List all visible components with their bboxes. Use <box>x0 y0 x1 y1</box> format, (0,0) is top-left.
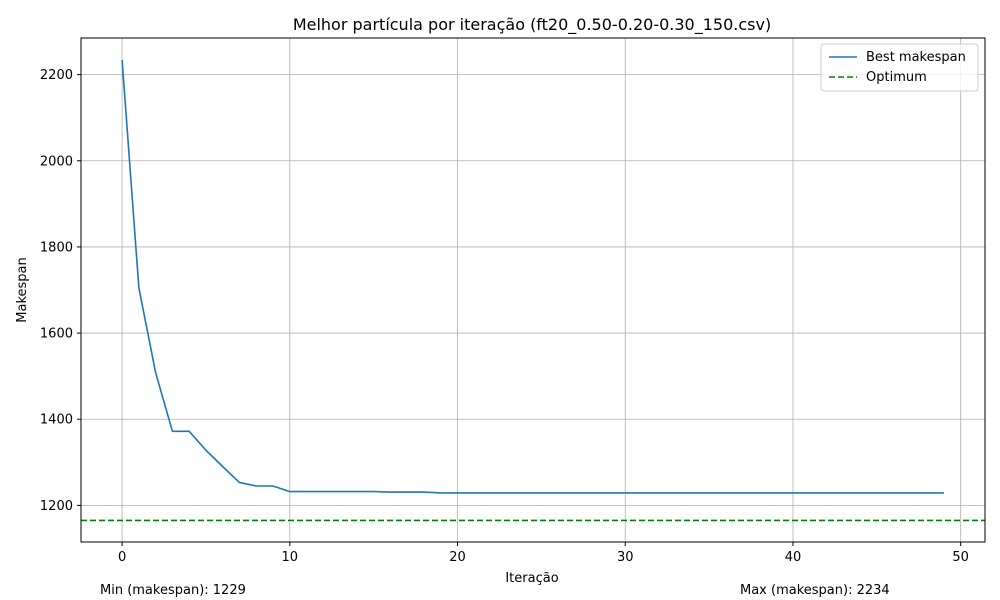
y-axis-label: Makespan <box>15 257 30 322</box>
legend: Best makespan Optimum <box>820 43 979 92</box>
x-tick-label-30: 30 <box>617 550 634 565</box>
y-tick-label-2000: 2000 <box>40 154 73 169</box>
legend-box <box>820 43 979 92</box>
x-tick-label-40: 40 <box>785 550 802 565</box>
x-tick-label-20: 20 <box>449 550 466 565</box>
series-layer <box>121 59 944 494</box>
y-tick-label-1400: 1400 <box>40 413 73 428</box>
y-tick-label-1600: 1600 <box>40 327 73 342</box>
y-tick-label-1800: 1800 <box>40 240 73 255</box>
x-axis-label: Iteração <box>505 571 558 586</box>
grid <box>81 38 985 542</box>
x-tick-label-0: 0 <box>118 550 126 565</box>
x-axis-ticks: 0 10 20 30 40 50 <box>118 542 969 565</box>
x-tick-label-50: 50 <box>952 550 969 565</box>
x-tick-label-10: 10 <box>282 550 299 565</box>
chart-title: Melhor partícula por iteração (ft20_0.50… <box>293 15 771 35</box>
plot-area-frame <box>80 37 986 543</box>
y-axis-ticks: 1200 1400 1600 1800 2000 2200 <box>40 68 81 514</box>
y-tick-label-2200: 2200 <box>40 68 73 83</box>
legend-label-best-makespan: Best makespan <box>866 50 966 65</box>
y-tick-label-1200: 1200 <box>40 499 73 514</box>
min-makespan-text: Min (makespan): 1229 <box>100 583 246 598</box>
legend-label-optimum: Optimum <box>866 70 927 85</box>
max-makespan-text: Max (makespan): 2234 <box>740 583 890 598</box>
series-line-best-makespan <box>121 59 944 494</box>
